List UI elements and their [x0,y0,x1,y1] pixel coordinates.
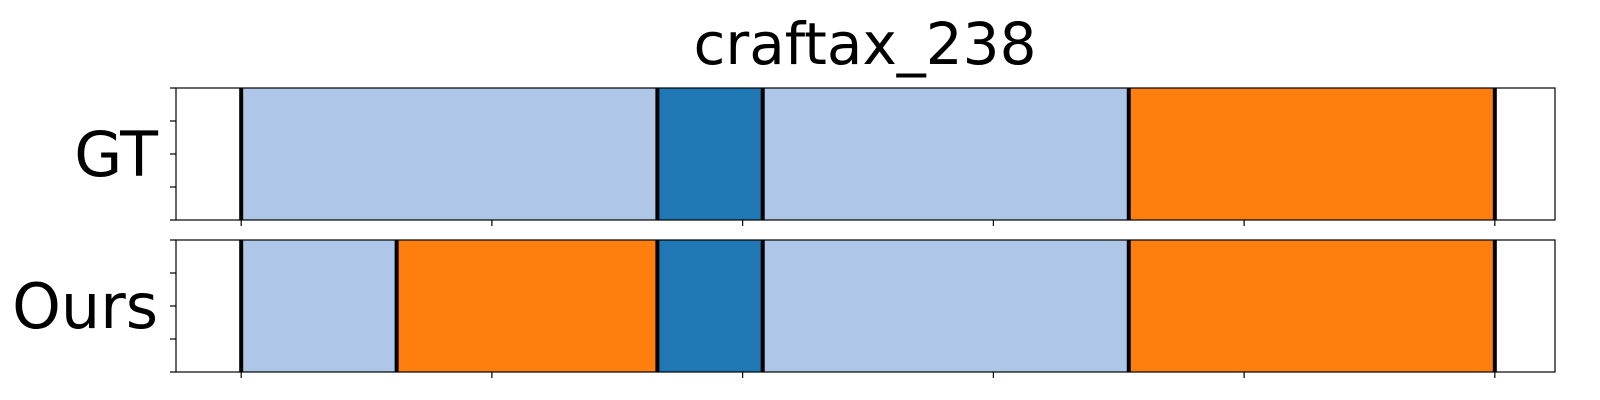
row-label: GT [74,118,159,191]
segment-3-light-blue [762,88,1129,220]
row-ours: Ours [12,239,1556,378]
segment-1-light-blue [241,240,397,372]
segment-1-light-blue [241,88,658,220]
row-gt: GT [74,87,1556,226]
chart-title: craftax_238 [694,10,1037,78]
segment-5-orange [1128,240,1495,372]
segment-4-orange [1128,88,1495,220]
segment-3-blue [657,240,763,372]
segment-2-orange [396,240,658,372]
segment-4-light-blue [762,240,1129,372]
segment-2-blue [657,88,763,220]
row-label: Ours [12,270,158,343]
segment-rows: GT Ours [12,87,1556,378]
